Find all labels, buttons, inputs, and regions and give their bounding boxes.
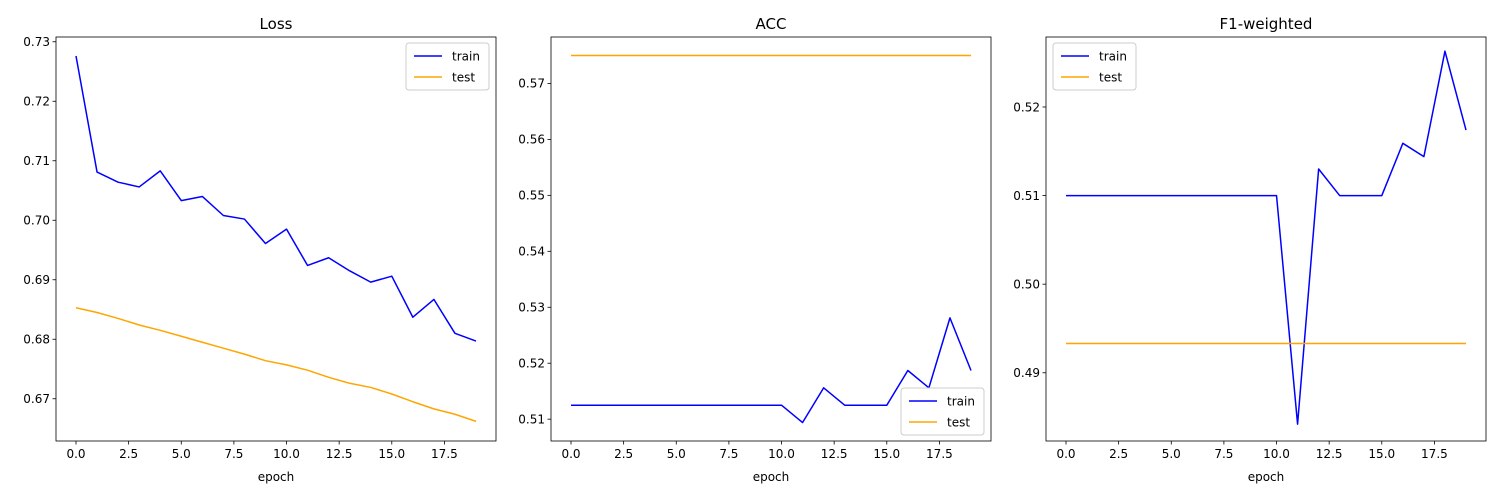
x-tick-label: 7.5 xyxy=(1214,447,1233,461)
y-tick-label: 0.71 xyxy=(23,154,50,168)
series-line-test xyxy=(75,306,477,423)
legend-label-train: train xyxy=(452,49,480,63)
y-tick-label: 0.73 xyxy=(23,35,50,49)
series-line-train xyxy=(75,55,477,342)
x-tick-label: 17.5 xyxy=(1421,447,1448,461)
y-tick-label: 0.51 xyxy=(518,412,545,426)
axes-frame xyxy=(550,36,992,442)
y-tick-label: 0.67 xyxy=(23,392,50,406)
x-axis-label: epoch xyxy=(1248,470,1285,484)
y-tick-label: 0.53 xyxy=(518,301,545,315)
axes-frame xyxy=(55,36,497,442)
x-tick-label: 2.5 xyxy=(1109,447,1128,461)
x-axis-label: epoch xyxy=(258,470,295,484)
x-tick-label: 17.5 xyxy=(431,447,458,461)
x-tick-label: 10.0 xyxy=(768,447,795,461)
x-tick-label: 12.5 xyxy=(821,447,848,461)
y-tick-label: 0.70 xyxy=(23,214,50,228)
series-line-train xyxy=(1066,50,1467,425)
x-tick-label: 17.5 xyxy=(926,447,953,461)
legend-label-test: test xyxy=(452,70,475,84)
series-line-train xyxy=(571,317,972,424)
y-tick-label: 0.72 xyxy=(23,95,50,109)
x-tick-label: 12.5 xyxy=(1316,447,1343,461)
y-tick-label: 0.57 xyxy=(518,77,545,91)
legend-label-train: train xyxy=(1099,49,1127,63)
x-tick-label: 7.5 xyxy=(224,447,243,461)
x-tick-label: 2.5 xyxy=(119,447,138,461)
chart-panel-2: F1-weighted 0.0 2.5 5.0 7.5 10.0 12.5 15.0 17.5 0… xyxy=(1013,15,1487,484)
y-tick-label: 0.51 xyxy=(1013,189,1040,203)
x-tick-label: 0.0 xyxy=(1056,447,1075,461)
x-tick-label: 10.0 xyxy=(273,447,300,461)
y-tick-label: 0.55 xyxy=(518,189,545,203)
x-axis-label: epoch xyxy=(753,470,790,484)
x-tick-label: 15.0 xyxy=(378,447,405,461)
chart-panel-0: Loss 0.0 2.5 5.0 7.5 10.0 12.5 15.0 17.5 0.67 0.68… xyxy=(23,15,497,484)
legend: train test xyxy=(405,42,490,91)
y-tick-label: 0.56 xyxy=(518,133,545,147)
legend-label-test: test xyxy=(947,415,970,429)
axes-frame xyxy=(1045,36,1487,442)
x-tick-label: 5.0 xyxy=(1162,447,1181,461)
legend: train test xyxy=(900,387,985,436)
y-tick-label: 0.68 xyxy=(23,333,50,347)
x-tick-label: 15.0 xyxy=(1368,447,1395,461)
legend-label-train: train xyxy=(947,394,975,408)
x-tick-label: 5.0 xyxy=(667,447,686,461)
y-tick-label: 0.69 xyxy=(23,273,50,287)
x-tick-label: 15.0 xyxy=(873,447,900,461)
legend: train test xyxy=(1052,42,1137,91)
x-tick-label: 10.0 xyxy=(1263,447,1290,461)
chart-title: Loss xyxy=(260,15,293,33)
legend-box xyxy=(900,387,985,436)
x-tick-label: 0.0 xyxy=(66,447,85,461)
y-tick-label: 0.50 xyxy=(1013,277,1040,291)
x-tick-label: 7.5 xyxy=(719,447,738,461)
x-tick-label: 12.5 xyxy=(326,447,353,461)
y-tick-label: 0.54 xyxy=(518,245,545,259)
legend-label-test: test xyxy=(1099,70,1122,84)
chart-panel-1: ACC 0.0 2.5 5.0 7.5 10.0 12.5 15.0 17.5 0.51 0.52 0… xyxy=(518,15,992,484)
chart-title: F1-weighted xyxy=(1220,15,1313,33)
chart-title: ACC xyxy=(756,15,787,33)
y-tick-label: 0.49 xyxy=(1013,366,1040,380)
x-tick-label: 5.0 xyxy=(172,447,191,461)
y-tick-label: 0.52 xyxy=(1013,100,1040,114)
x-tick-label: 0.0 xyxy=(561,447,580,461)
y-tick-label: 0.52 xyxy=(518,357,545,371)
legend-box xyxy=(1052,42,1137,91)
legend-box xyxy=(405,42,490,91)
x-tick-label: 2.5 xyxy=(614,447,633,461)
